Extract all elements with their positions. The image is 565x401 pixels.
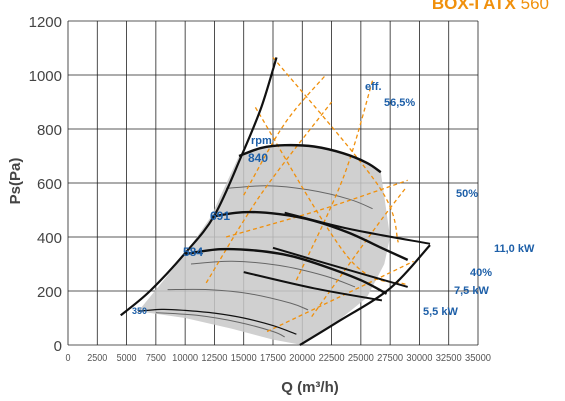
y-axis-label: Ps(Pa): [7, 158, 24, 205]
chart-title-model: 560: [520, 0, 549, 13]
x-tick-label: 7500: [146, 353, 166, 364]
operating-area-fill: [138, 145, 391, 345]
speed-curve-584: [184, 247, 388, 295]
x-tick-label: 2500: [87, 353, 107, 364]
inner-curve: [167, 288, 309, 311]
power-lines: [243, 211, 431, 302]
x-tick-label: 20000: [289, 353, 315, 364]
rpm-label-584: 584: [183, 245, 203, 259]
efficiency-label: 50%: [456, 188, 478, 200]
rpm-label-691: 691: [210, 209, 230, 223]
x-tick-label: 17500: [260, 353, 286, 364]
x-tick-label: 15000: [231, 353, 257, 364]
y-tick-label: 1000: [29, 68, 62, 85]
efficiency-line: [225, 179, 408, 238]
x-tick-label: 10000: [172, 353, 198, 364]
power-label: 11,0 kW: [494, 243, 535, 255]
operating-area: [138, 145, 391, 345]
eff-label: eff.: [365, 81, 382, 93]
x-tick-label: 35000: [465, 353, 491, 364]
rpm-label-840: 840: [248, 151, 268, 165]
x-axis-label: Q (m³/h): [281, 379, 339, 396]
rpm-unit-label: rpm: [251, 135, 272, 147]
y-tick-label: 0: [54, 338, 62, 355]
efficiency-line: [205, 101, 333, 284]
speed-curve-350: [138, 308, 297, 335]
efficiency-line: [311, 188, 406, 317]
chart-title: BOX-I ATX 560: [432, 0, 549, 14]
y-tick-label: 800: [37, 122, 62, 139]
x-tick-label: 27500: [377, 353, 403, 364]
x-tick-label: 25000: [348, 353, 374, 364]
y-tick-label: 1200: [29, 14, 62, 31]
power-label: 5,5 kW: [423, 306, 458, 318]
x-tick-label: 0: [66, 353, 71, 364]
efficiency-label: 40%: [470, 267, 492, 279]
inner-curve: [155, 312, 285, 338]
rpm-label-350: 350: [132, 306, 147, 316]
efficiency-label: 56,5%: [384, 97, 415, 109]
axes: 0 2500 5000 7500 10000 12500 15000 17500 20000 22…: [29, 14, 492, 364]
efficiency-line: [295, 80, 374, 281]
efficiency-line: [272, 56, 399, 243]
efficiency-lines: [205, 56, 414, 333]
y-tick-label: 400: [37, 230, 62, 247]
x-tick-label: 5000: [117, 353, 137, 364]
inner-curve: [226, 185, 373, 210]
efficiency-line: [243, 74, 327, 196]
power-line: [272, 246, 408, 288]
y-tick-label: 600: [37, 176, 62, 193]
x-tick-label: 22500: [319, 353, 345, 364]
x-tick-label: 30000: [406, 353, 432, 364]
x-tick-label: 32500: [436, 353, 462, 364]
chart-title-name: BOX-I ATX: [431, 0, 516, 13]
system-limit-right: [299, 244, 431, 346]
y-tick-label: 200: [37, 284, 62, 301]
power-line: [284, 211, 431, 245]
curve-labels: 840 691 584 350 rpm eff. 11,0 kW 7,5 kW 5,5 kW 56…: [132, 81, 535, 318]
x-tick-label: 12500: [201, 353, 227, 364]
power-label: 7,5 kW: [454, 285, 489, 297]
power-line: [243, 271, 383, 302]
speed-curve-840: [238, 143, 382, 174]
